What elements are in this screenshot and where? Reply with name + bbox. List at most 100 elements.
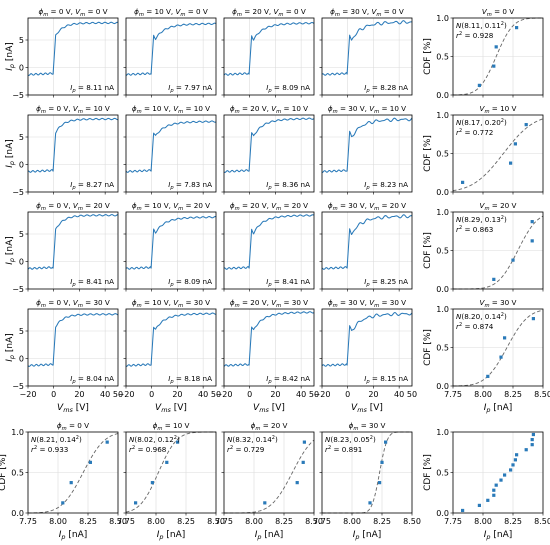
text-part: 2 (370, 435, 373, 441)
x-tick-label: 8.00 (474, 517, 492, 526)
y-tick-label: 5 (19, 133, 24, 142)
text-part: = 0.772 (462, 128, 493, 137)
trace-panel (319, 211, 413, 292)
text-part: V (480, 104, 486, 113)
x-tick-label: 50 (113, 390, 123, 399)
text-part: m (157, 426, 162, 432)
text-part: = 20 V (260, 421, 287, 430)
text-part: V (480, 298, 486, 307)
text-part: 2 (501, 118, 504, 124)
x-tick-label: 40 (100, 390, 110, 399)
text-part: ) (373, 435, 376, 444)
all-cdf-panel (450, 431, 544, 516)
text-part: m (276, 206, 281, 212)
panel-title: ϕm = 10 V, Vm = 0 V (134, 7, 208, 18)
text-part: = 0.928 (462, 31, 494, 40)
x-tick-label: 50 (309, 390, 319, 399)
text-part: m (376, 12, 381, 18)
panel-frame (27, 17, 119, 96)
cdf-point (513, 458, 517, 462)
text-part: 2 (272, 435, 275, 441)
x-axis-label: Ip [nA] (484, 530, 513, 541)
y-tick-label: 1.0 (436, 305, 449, 314)
cdf-point (513, 142, 517, 146)
text-part: (8.20, 0.14 (461, 312, 501, 321)
text-part: p (485, 533, 490, 541)
x-tick-label: 8.50 (207, 517, 225, 526)
cdf-point (515, 26, 519, 30)
text-part: [nA] (491, 530, 513, 540)
panel-title: ϕm = 10 V, Vm = 20 V (132, 201, 210, 212)
text-part: = 0 V, (48, 7, 75, 16)
text-part: r (456, 128, 460, 137)
text-part: [V] (269, 403, 285, 413)
fit-line (27, 433, 119, 514)
fit-annotation: N(8.23, 0.052) (325, 435, 376, 444)
text-part: = 7.83 nA (174, 180, 212, 189)
y-tick-label: −5 (12, 285, 24, 294)
text-part: ms (161, 406, 171, 414)
fit-line (224, 439, 315, 514)
text-part: I (266, 180, 268, 189)
text-part: 2 (230, 445, 233, 451)
trace-line (27, 21, 119, 76)
panel-title: ϕm = 0 V, Vm = 0 V (38, 7, 107, 18)
text-part: = 8.09 nA (174, 277, 212, 286)
y-axis-label: Ip [nA] (5, 42, 16, 71)
text-part: (8.17, 0.20 (461, 118, 501, 127)
text-part: 2 (459, 128, 462, 134)
text-part: = 0.933 (37, 445, 68, 454)
y-tick-label: 1.0 (11, 428, 24, 437)
text-part: = 10 V (379, 104, 406, 113)
trace-panel (123, 308, 217, 389)
trace-panel (221, 308, 315, 389)
text-part: (8.21, 0.14 (36, 435, 76, 444)
text-part: 2 (459, 31, 462, 37)
trace-line (321, 20, 413, 76)
fit-annotation: N(8.20, 0.142) (456, 312, 507, 321)
panel-title: ϕm = 10 V, Vm = 30 V (132, 298, 210, 309)
trace-line (125, 215, 217, 270)
x-tick-label: 50 (211, 390, 221, 399)
text-part: I (168, 277, 170, 286)
text-part: I (5, 68, 15, 71)
text-part: V (155, 403, 162, 413)
text-part: = 10 V (490, 104, 517, 113)
cdf-point (295, 481, 299, 485)
text-part: ) (177, 435, 180, 444)
text-part: p (365, 88, 370, 94)
text-part: [nA] (5, 333, 15, 355)
panel-frame (223, 308, 315, 387)
ip-annotation: Ip = 8.15 nA (364, 374, 408, 385)
col-cdf-panel (319, 431, 413, 516)
text-part: m (374, 303, 379, 309)
text-part: [V] (171, 403, 187, 413)
x-tick-label: −20 (216, 390, 233, 399)
panel-title: ϕm = 20 V, Vm = 20 V (230, 201, 308, 212)
y-tick-label: 0.0 (436, 188, 449, 197)
ip-annotation: Ip = 8.11 nA (70, 83, 114, 94)
text-part: m (139, 12, 144, 18)
text-part: = 10 V, (142, 201, 174, 210)
text-part: 2 (174, 435, 177, 441)
col-cdf-panel (123, 431, 217, 516)
x-axis-label: Vms [V] (253, 403, 285, 414)
text-part: p (267, 282, 272, 288)
x-axis-label: Ip [nA] (255, 530, 284, 541)
trace-panel (123, 17, 217, 98)
text-part: = 0 V, (46, 298, 73, 307)
y-tick-label: 0.5 (436, 150, 449, 159)
panel-title: ϕm = 0 V, Vm = 30 V (36, 298, 110, 309)
text-part: m (276, 303, 281, 309)
text-part: [nA] (5, 139, 15, 161)
cdf-point (477, 83, 481, 87)
text-part: m (178, 206, 183, 212)
cdf-point (524, 448, 528, 452)
text-part: V (271, 104, 277, 113)
text-part: m (41, 303, 46, 309)
cdf-point (88, 460, 92, 464)
text-part: [V] (367, 403, 383, 413)
cdf-point (380, 460, 384, 464)
text-part: ) (504, 118, 507, 127)
